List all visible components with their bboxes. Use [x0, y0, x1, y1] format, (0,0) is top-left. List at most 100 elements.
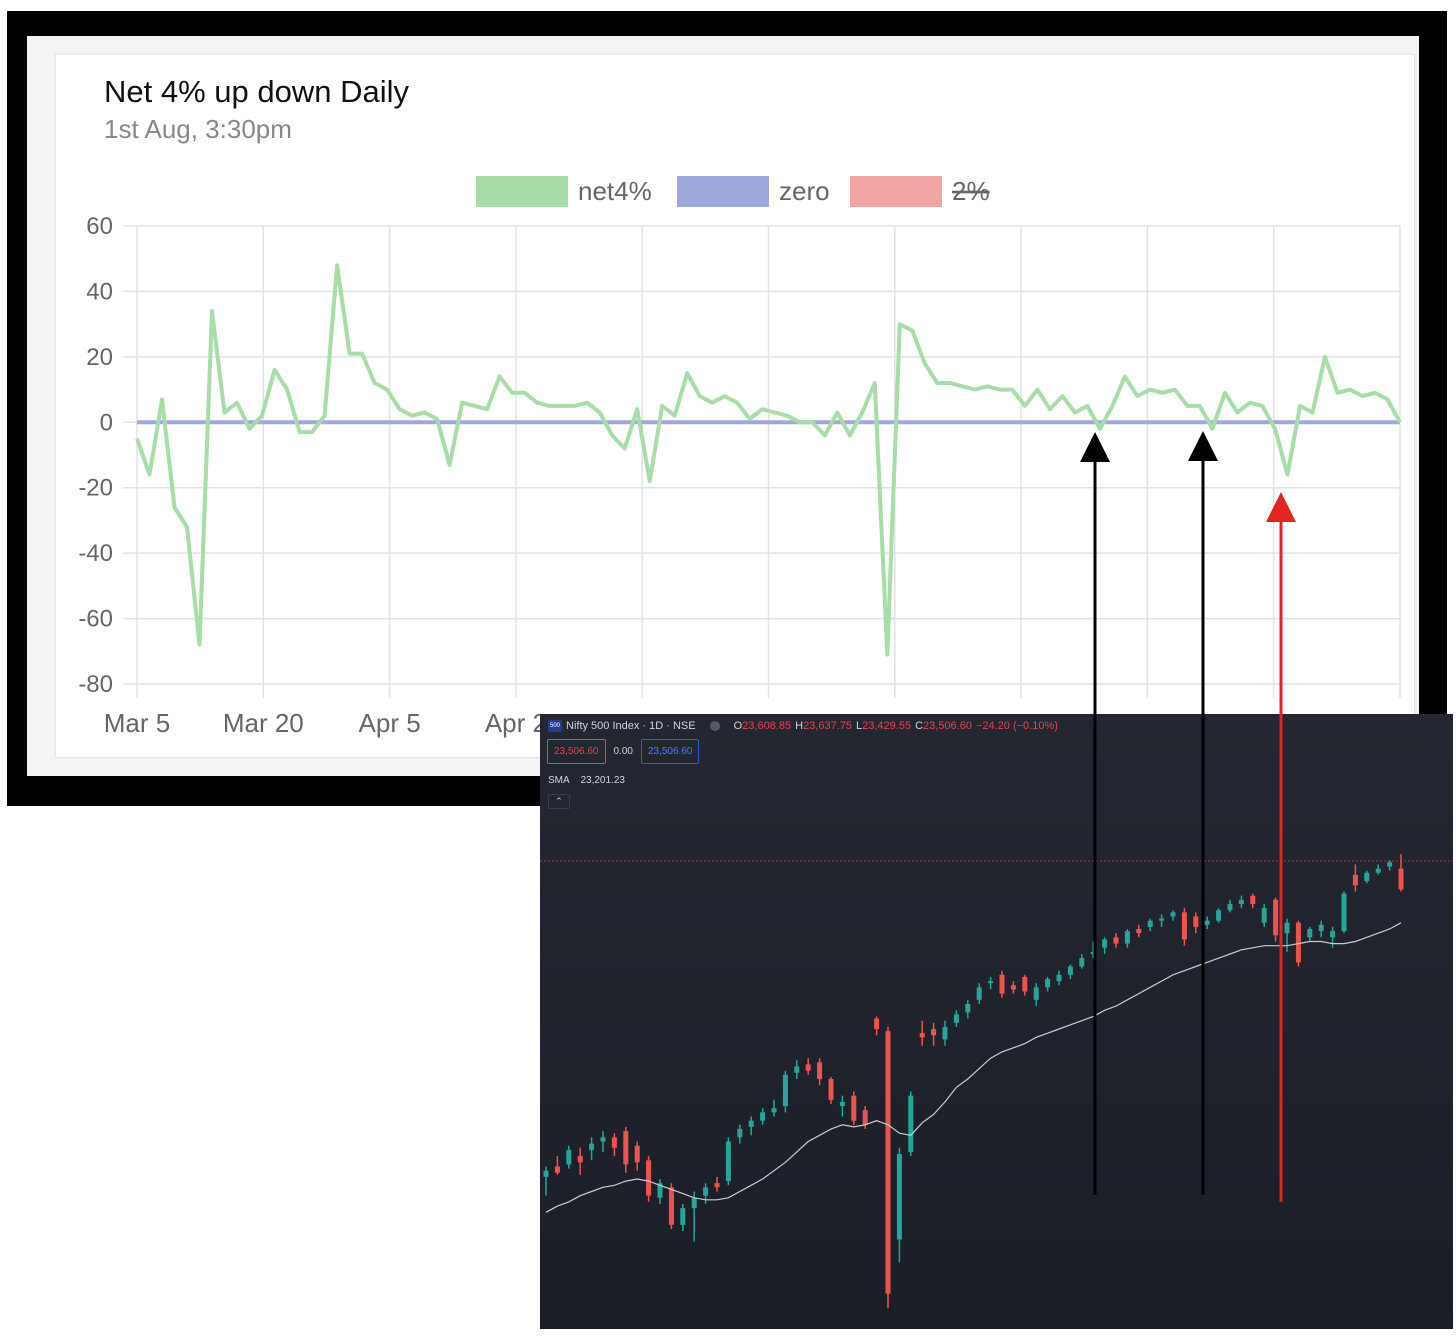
legend-label-1[interactable]: zero: [779, 176, 830, 206]
candle: [1318, 920, 1324, 938]
candle-body: [714, 1183, 720, 1188]
candle-body: [577, 1156, 583, 1163]
sma-label: SMA: [548, 775, 570, 786]
candle: [1056, 970, 1062, 986]
ohlc-low: 23,429.55: [862, 720, 912, 732]
candle: [1364, 870, 1370, 884]
legend-swatch-1[interactable]: [677, 176, 769, 207]
candle: [737, 1124, 743, 1144]
sell-button[interactable]: 23,506.60: [547, 739, 606, 764]
candle: [794, 1060, 800, 1079]
candle-body: [737, 1129, 743, 1138]
chart-subtitle: 1st Aug, 3:30pm: [104, 114, 292, 144]
candle: [691, 1191, 697, 1242]
series-net4: [135, 263, 1402, 657]
candle-body: [691, 1197, 697, 1209]
symbol-title[interactable]: Nifty 500 Index · 1D · NSE: [566, 720, 696, 732]
chart-series: [135, 263, 1402, 657]
candle: [1387, 860, 1393, 871]
y-tick-label: -40: [78, 540, 113, 567]
candle: [1170, 910, 1176, 921]
candle: [1090, 941, 1096, 959]
candle: [885, 1026, 891, 1309]
legend-label-0[interactable]: net4%: [578, 176, 652, 206]
candle: [1193, 912, 1199, 934]
candle: [839, 1095, 845, 1117]
collapse-legend-button[interactable]: ⌃: [548, 794, 570, 809]
index-logo: 500: [548, 720, 562, 732]
candle: [760, 1108, 766, 1125]
candle: [748, 1116, 754, 1136]
candle: [896, 1147, 902, 1263]
candle-body: [1136, 929, 1142, 934]
y-tick-label: 60: [86, 213, 113, 240]
candle-body: [999, 974, 1005, 994]
candle: [1216, 908, 1222, 923]
candle: [725, 1137, 731, 1186]
candle: [1273, 897, 1279, 942]
candle: [1033, 983, 1039, 1007]
candle: [1181, 908, 1187, 946]
candle: [1341, 891, 1347, 934]
candle-body: [794, 1066, 800, 1073]
candle-body: [805, 1064, 811, 1071]
candle: [589, 1137, 595, 1161]
candle-body: [1284, 922, 1290, 934]
candlestick-chart: [540, 854, 1453, 1309]
candle-body: [760, 1112, 766, 1121]
legend-swatch-0[interactable]: [476, 176, 568, 207]
candle: [1204, 916, 1210, 929]
candle-body: [1398, 868, 1404, 890]
candle-body: [1113, 937, 1119, 944]
sma-legend[interactable]: SMA 23,201.23: [548, 775, 633, 786]
legend-label-2[interactable]: 2%: [952, 176, 990, 206]
candle-body: [611, 1137, 617, 1148]
candle: [874, 1016, 880, 1036]
candle-body: [839, 1101, 845, 1107]
candle-body: [554, 1166, 560, 1173]
candle-body: [1181, 912, 1187, 940]
candle-body: [1341, 893, 1347, 932]
candle-body: [1330, 931, 1336, 938]
candle-body: [1147, 920, 1153, 927]
candle-body: [1352, 874, 1358, 886]
y-tick-label: -20: [78, 475, 113, 502]
candle-body: [1387, 862, 1393, 867]
candle-body: [1056, 974, 1062, 982]
candle-body: [1204, 920, 1210, 925]
candle: [1010, 981, 1016, 994]
candle: [976, 983, 982, 1004]
candle-body: [623, 1131, 629, 1165]
ohlc-high-key: H: [795, 720, 804, 732]
candle-body: [1022, 976, 1028, 992]
buy-button[interactable]: 23,506.60: [640, 739, 700, 764]
candle-body: [1067, 966, 1073, 975]
y-tick-label: -60: [78, 606, 113, 633]
candle-body: [680, 1208, 686, 1225]
ohlc-high: 23,637.75: [803, 720, 852, 732]
candle: [1375, 864, 1381, 875]
legend-swatch-2[interactable]: [850, 176, 942, 207]
candle: [1124, 929, 1130, 948]
candle: [953, 1010, 959, 1027]
candle-body: [1307, 929, 1313, 938]
candle: [1045, 976, 1051, 992]
candle-body: [988, 981, 994, 984]
candle: [1398, 854, 1404, 892]
candle-body: [1318, 924, 1324, 932]
candle-body: [782, 1074, 788, 1107]
candle: [805, 1058, 811, 1075]
candle-body: [646, 1160, 652, 1196]
candle: [1067, 964, 1073, 979]
ohlc-close-key: C: [915, 720, 924, 732]
candle-body: [1193, 916, 1199, 927]
candle-body: [1364, 872, 1370, 882]
candle: [965, 999, 971, 1019]
candle-body: [657, 1183, 663, 1198]
candle: [782, 1070, 788, 1113]
candle-body: [1170, 912, 1176, 917]
candle-body: [1250, 895, 1256, 904]
candle-body: [908, 1095, 914, 1152]
candle-body: [851, 1095, 857, 1121]
x-tick-label: Apr 5: [359, 708, 421, 738]
